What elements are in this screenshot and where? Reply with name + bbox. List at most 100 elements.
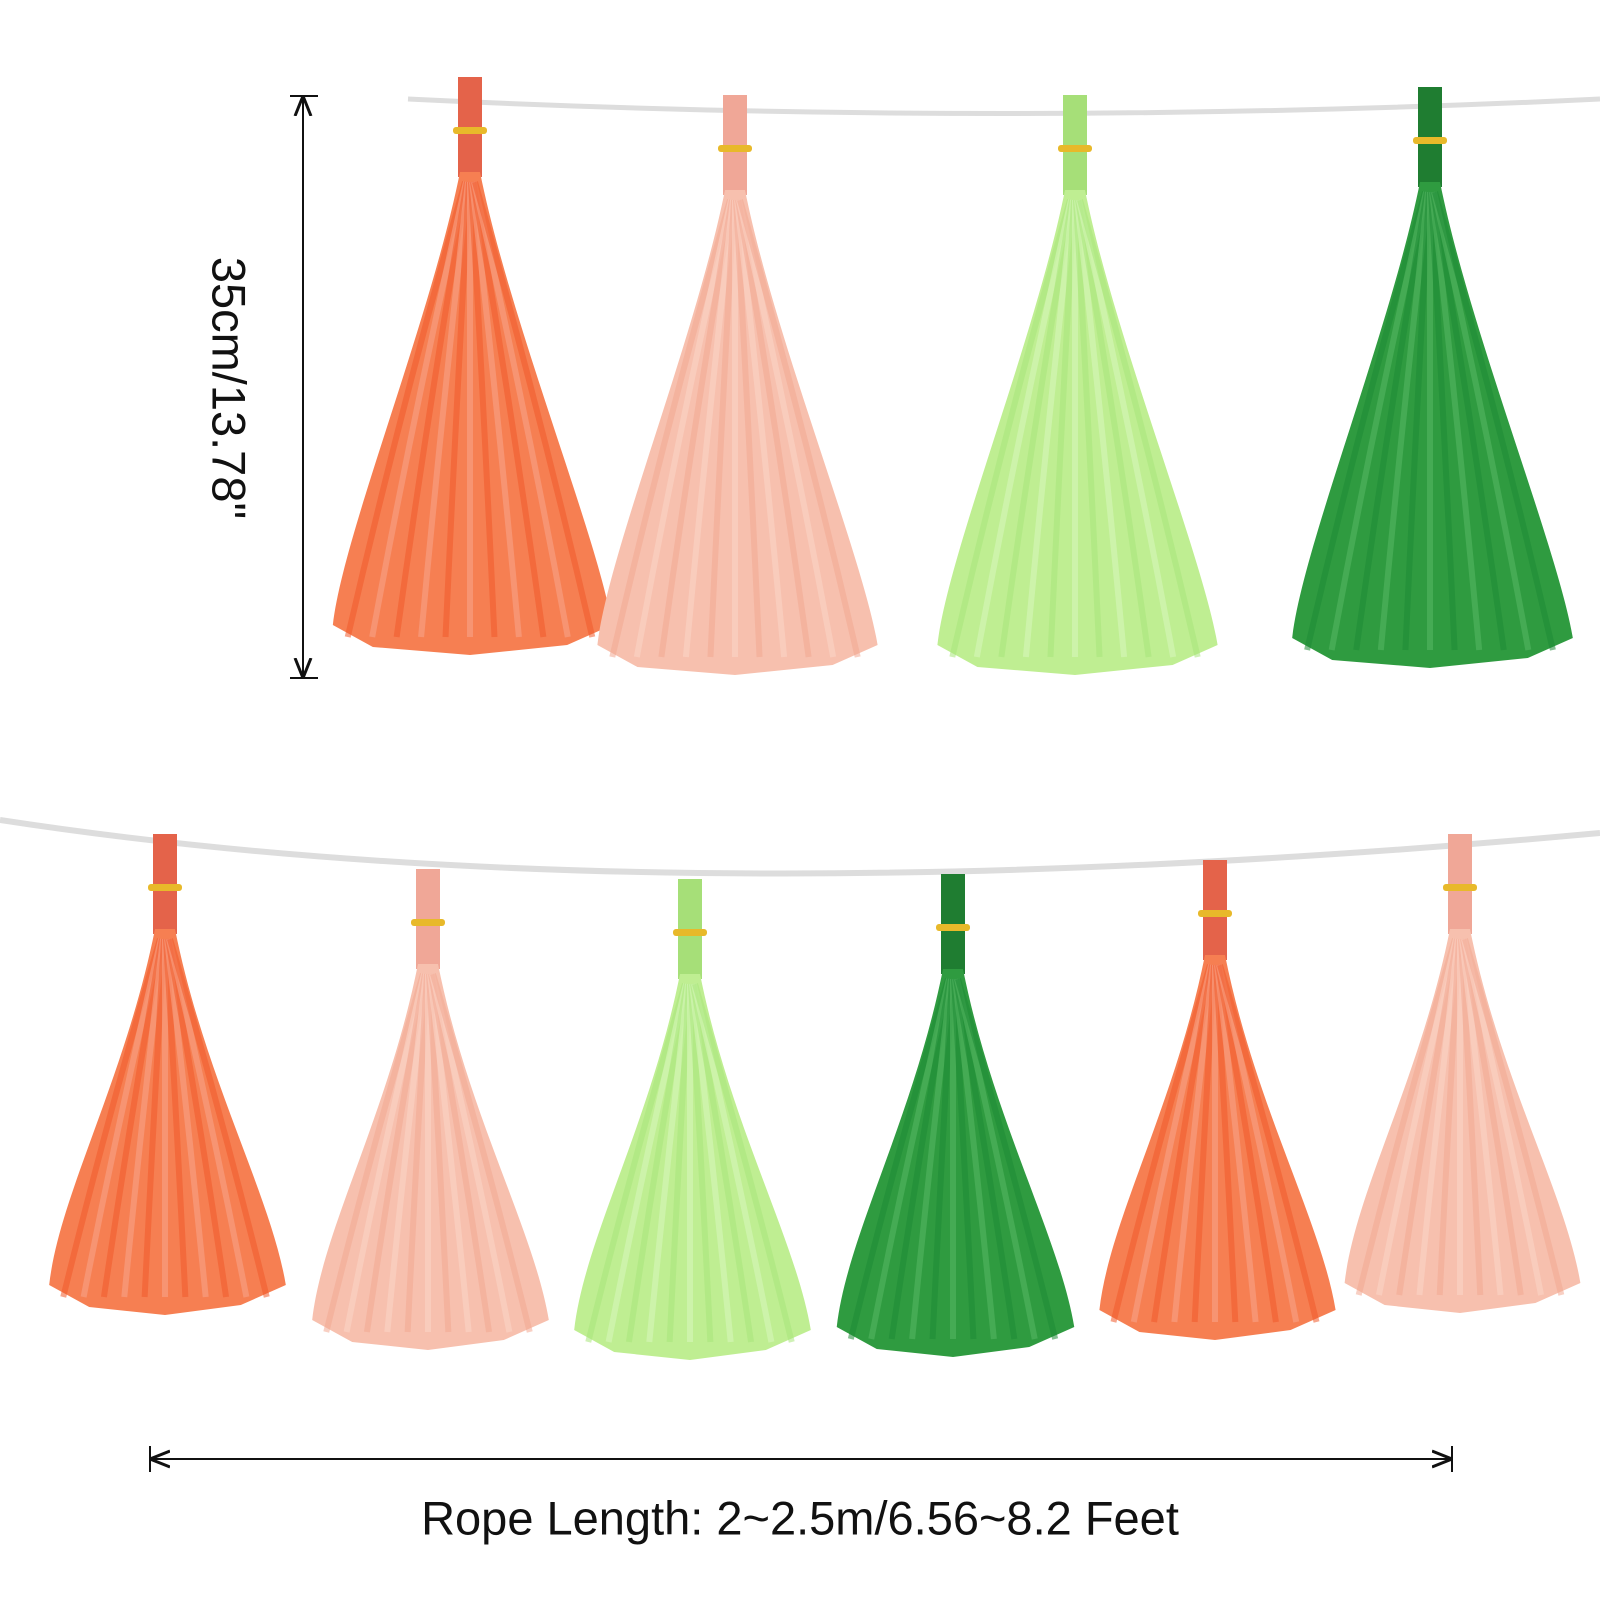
tassel [49,834,286,1315]
tassel-band [1443,884,1477,891]
tassel-strip [1462,938,1565,1296]
tassel-strip [428,973,493,1333]
height-label: 35cm/13.78" [203,257,256,519]
tassel-strip [646,983,691,1343]
height-dimension: 35cm/13.78" [203,95,318,679]
tassel-strip [658,199,735,658]
tassel-strip [689,983,734,1343]
tassel-strip [1217,964,1320,1323]
tassel-strip [343,973,427,1333]
tassel-strip [951,978,977,1340]
tassel-strip [323,973,426,1333]
tassel-strip [929,978,955,1340]
tassel-strip [427,973,472,1333]
tassel-strip [1214,964,1259,1323]
tassel-strip [164,938,209,1298]
tassel-strip [949,199,1073,658]
tassel [597,95,878,675]
tassel-strip [1191,964,1217,1323]
tassel-strip [468,181,498,638]
tassel-strip [1216,964,1300,1323]
tassel-strip [369,181,469,638]
tassel-strip [888,978,953,1340]
tassel-strip [1432,191,1556,651]
tassel-strip [953,978,1018,1340]
tassel-strip [954,978,1038,1340]
tassel-strip [737,199,861,658]
tassels [49,77,1581,1360]
tassel [312,869,549,1350]
tassel-strip [1402,191,1432,651]
tassel-strip [442,181,472,638]
tassel-strip [1073,199,1103,658]
tassel-strip [1429,191,1483,651]
tassel-strip [1110,964,1213,1323]
tassel-strip [973,199,1074,658]
tassel-strip [633,199,734,658]
tassel-band [1058,145,1092,152]
tassel [1292,87,1573,668]
tassel-band [148,884,182,891]
tassel-strip [955,978,1059,1340]
tassel-strip [1436,938,1462,1296]
tassel-strip [472,181,596,638]
tassel-strip [998,199,1075,658]
tassel-strip [363,973,428,1333]
tassel-strip [1151,964,1215,1323]
tassel-strip [609,199,733,658]
tassel-strip [1396,938,1460,1296]
tassel-strip [471,181,571,638]
tassel-strip [166,938,250,1298]
tassel-band [718,145,752,152]
tassel-strip [470,181,547,638]
length-label: Rope Length: 2~2.5m/6.56~8.2 Feet [421,1491,1179,1544]
tassel-strip [1430,191,1507,651]
tassel-band [936,924,970,931]
tassel-strip [585,983,688,1343]
tassel-strip [1328,191,1429,651]
tassel-strip [100,938,165,1298]
tassel-strip [1047,199,1077,658]
tassel-band [1413,137,1447,144]
tassel-strip [80,938,164,1298]
tassel-strip [691,983,775,1343]
tassel-strip [163,938,189,1298]
tassel-strip [682,199,736,658]
tassel-strip [688,983,714,1343]
tassel-strip [1377,191,1431,651]
tassel-strip [1213,964,1239,1323]
tassel-strip [909,978,954,1340]
tassel-strip [1431,191,1532,651]
tassel-strip [1459,938,1504,1296]
tassel-strip [1171,964,1216,1323]
tassel-strip [1458,938,1484,1296]
tassel-strip [1416,938,1461,1296]
tassel [937,95,1218,675]
tassel-strip [121,938,166,1298]
tassel-strip [734,199,788,658]
tassel-strip [418,181,471,638]
tassel-band [411,919,445,926]
tassel-band [673,929,707,936]
tassel-strip [430,973,533,1333]
tassel-strip [666,983,692,1343]
tassel-strip [692,983,795,1343]
tassel [332,77,613,655]
rope-bottom [0,817,1600,877]
tassel-strip [60,938,163,1298]
tassel-strip [707,199,737,658]
tassel-strip [384,973,429,1333]
tassel-strip [167,938,270,1298]
tassel-strip [429,973,513,1333]
tassel [836,874,1075,1357]
tassel-strip [404,973,430,1333]
tassel-strip [426,973,452,1333]
tassel-strip [1355,938,1458,1296]
tassel-band [453,127,487,134]
tassel-strip [1215,964,1279,1323]
length-dimension: Rope Length: 2~2.5m/6.56~8.2 Feet [149,1446,1453,1544]
tassel-strip [1075,199,1152,658]
tassel-strip [1077,199,1201,658]
tassel-strip [469,181,522,638]
